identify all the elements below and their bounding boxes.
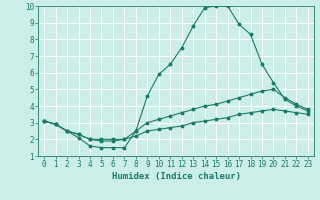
X-axis label: Humidex (Indice chaleur): Humidex (Indice chaleur) <box>111 172 241 181</box>
